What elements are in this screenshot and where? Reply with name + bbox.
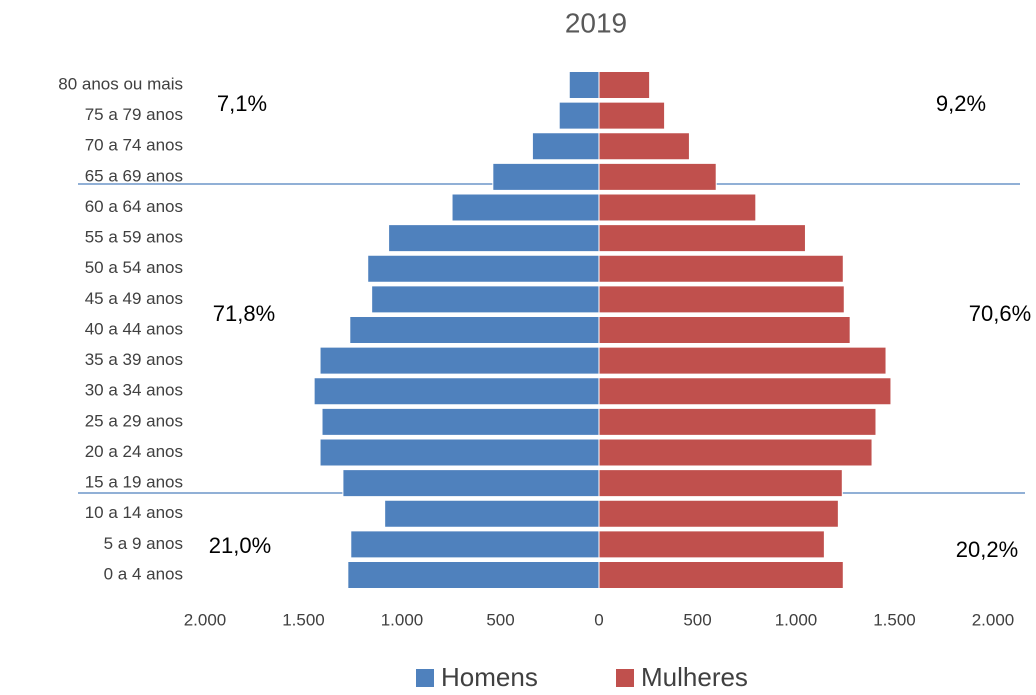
x-tick-label: 2.000 [184,610,227,629]
y-tick-label: 45 a 49 anos [85,289,183,308]
bar [568,71,600,99]
x-tick-label: 2.000 [972,610,1015,629]
bar [558,101,600,130]
y-tick-label: 65 a 69 anos [85,166,183,185]
bar [349,316,600,344]
x-tick-label: 500 [486,610,514,629]
annotation: 70,6% [969,301,1031,326]
bar [598,132,690,161]
y-tick-label: 70 a 74 anos [85,136,183,155]
bar [598,499,839,528]
bar [319,438,600,467]
bar [319,346,600,375]
x-tick-label: 1.000 [775,610,818,629]
y-tick-label: 20 a 24 anos [85,442,183,461]
bar [342,469,600,498]
bar [598,561,844,589]
bar [598,71,651,99]
y-tick-label: 35 a 39 anos [85,350,183,369]
annotation: 7,1% [217,91,267,116]
y-tick-label: 40 a 44 anos [85,319,183,338]
y-tick-label: 10 a 14 anos [85,503,183,522]
bar [347,561,600,589]
y-tick-label: 0 a 4 anos [104,564,183,583]
bar [598,285,845,314]
annotation: 21,0% [209,533,271,558]
bar [598,377,892,406]
bar [598,254,844,283]
bar [598,469,843,498]
bar [371,285,600,314]
legend-swatch [416,669,434,687]
bar [598,224,806,253]
legend-label: Homens [441,662,538,692]
bar [350,530,600,559]
bar [598,407,877,436]
annotation: 20,2% [956,537,1018,562]
chart-title: 2019 [565,7,627,38]
y-tick-label: 75 a 79 anos [85,105,183,124]
bar [598,193,757,222]
x-tick-label: 1.500 [873,610,916,629]
y-tick-label: 50 a 54 anos [85,258,183,277]
bar [598,101,666,130]
bar [321,407,600,436]
y-tick-label: 30 a 34 anos [85,381,183,400]
y-tick-label: 55 a 59 anos [85,228,183,247]
y-tick-label: 15 a 19 anos [85,473,183,492]
bar [531,132,600,161]
bar [388,224,600,253]
legend-label: Mulheres [641,662,748,692]
bar [313,377,600,406]
y-tick-label: 25 a 29 anos [85,411,183,430]
bar [384,499,600,528]
x-tick-label: 1.000 [381,610,424,629]
annotation: 71,8% [213,301,275,326]
y-tick-label: 60 a 64 anos [85,197,183,216]
bar [492,162,600,191]
bar [598,346,887,375]
x-tick-label: 0 [594,610,603,629]
bar [367,254,600,283]
annotation: 9,2% [936,91,986,116]
x-tick-label: 1.500 [282,610,325,629]
legend-swatch [616,669,634,687]
bar [598,316,851,344]
bar [598,530,825,559]
y-tick-label: 80 anos ou mais [58,74,183,93]
bar [598,438,873,467]
y-tick-label: 5 a 9 anos [104,534,183,553]
x-tick-label: 500 [683,610,711,629]
bar [451,193,600,222]
bar [598,162,717,191]
